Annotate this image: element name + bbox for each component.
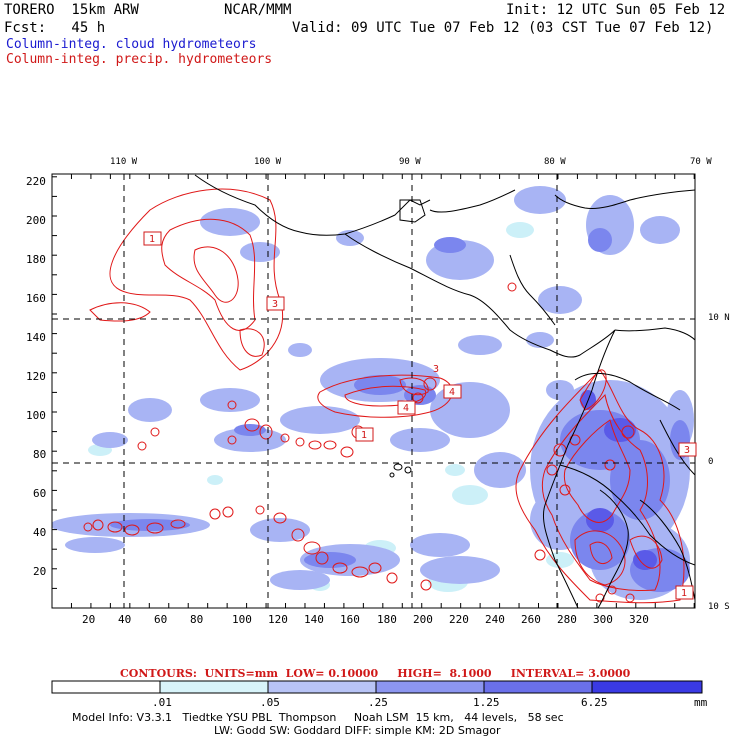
org-label: NCAR/MMM [224,2,292,18]
colorbar-bin [484,681,592,693]
y-tick-label: 100 [26,409,46,422]
x-tick-label: 280 [557,613,577,626]
colorbar-tick: 6.25 [581,696,608,709]
x-tick-label: 60 [154,613,168,626]
maximum-label: 3 [433,364,439,375]
x-tick-label: 300 [593,613,613,626]
lon-label: 90 W [399,157,421,167]
y-tick-label: 180 [26,253,46,266]
colorbar-tick: .05 [260,696,280,709]
colorbar-bin [376,681,484,693]
maximum-label: 1 [149,234,155,245]
y-tick-label: 160 [26,292,46,305]
lon-label: 110 W [110,157,138,167]
x-tick-label: 220 [449,613,469,626]
precip-field-label: Column-integ. precip. hydrometeors [6,52,273,67]
maximum-label: 4 [449,387,455,398]
plot-frame [51,173,696,609]
maxima-boxes [143,231,697,600]
model-info-line2: LW: Godd SW: Goddard DIFF: simple KM: 2D… [214,724,501,737]
x-tick-label: 160 [340,613,360,626]
lon-label: 80 W [544,157,566,167]
x-tick-label: 100 [232,613,252,626]
lon-label: 100 W [254,157,282,167]
colorbar-bin [160,681,268,693]
colorbar-frame [51,680,703,694]
precip-contours [83,188,685,604]
y-tick-label: 20 [33,565,47,578]
y-tick-label: 200 [26,214,46,227]
colorbar-tick: .01 [152,696,172,709]
x-tick-label: 200 [413,613,433,626]
x-tick-label: 80 [190,613,204,626]
axis-ticks [52,174,695,609]
colorbar-bin [592,681,702,693]
y-tick-label: 140 [26,331,46,344]
cloud-field-label: Column-integ. cloud hydrometeors [6,37,257,52]
colorbar-unit: mm [694,696,708,709]
lon-label: 70 W [690,157,712,167]
colorbar-tick: 1.25 [473,696,500,709]
x-tick-label: 20 [82,613,96,626]
maximum-label: 1 [681,588,687,599]
maximum-label: 1 [361,430,367,441]
maxima-labels-extra: 3 [433,364,439,375]
y-tick-label: 60 [33,487,47,500]
model-title: TORERO 15km ARW [4,2,139,18]
y-tick-label: 120 [26,370,46,383]
model-info-line1: Model Info: V3.3.1 Tiedtke YSU PBL Thomp… [72,711,564,724]
colorbar-tick: .25 [368,696,388,709]
init-time: Init: 12 UTC Sun 05 Feb 12 [506,2,726,18]
lat-label: 10 S [708,602,730,612]
colorbar-bin [268,681,376,693]
valid-time: Valid: 09 UTC Tue 07 Feb 12 (03 CST Tue … [292,20,714,36]
forecast-hour: Fcst: 45 h [4,20,106,36]
y-tick-label: 40 [33,526,47,539]
maximum-label: 4 [403,403,409,414]
y-tick-label: 80 [33,448,47,461]
maximum-label: 3 [272,299,278,310]
maxima-labels: 1 3 4 4 1 3 1 [149,234,690,599]
maximum-label: 3 [684,445,690,456]
latlon-grid [52,174,695,608]
x-tick-label: 240 [485,613,505,626]
x-tick-label: 120 [268,613,288,626]
lat-label: 0 [708,457,714,467]
x-tick-label: 320 [629,613,649,626]
x-tick-label: 180 [377,613,397,626]
x-tick-label: 40 [118,613,132,626]
contours-info: CONTOURS: UNITS=mm LOW= 0.10000 HIGH= 8.… [120,667,631,680]
lat-label: 10 N [708,313,730,323]
colorbar [51,680,703,694]
x-tick-label: 260 [521,613,541,626]
colorbar-bin [52,681,160,693]
x-tick-label: 140 [304,613,324,626]
y-tick-label: 220 [26,175,46,188]
